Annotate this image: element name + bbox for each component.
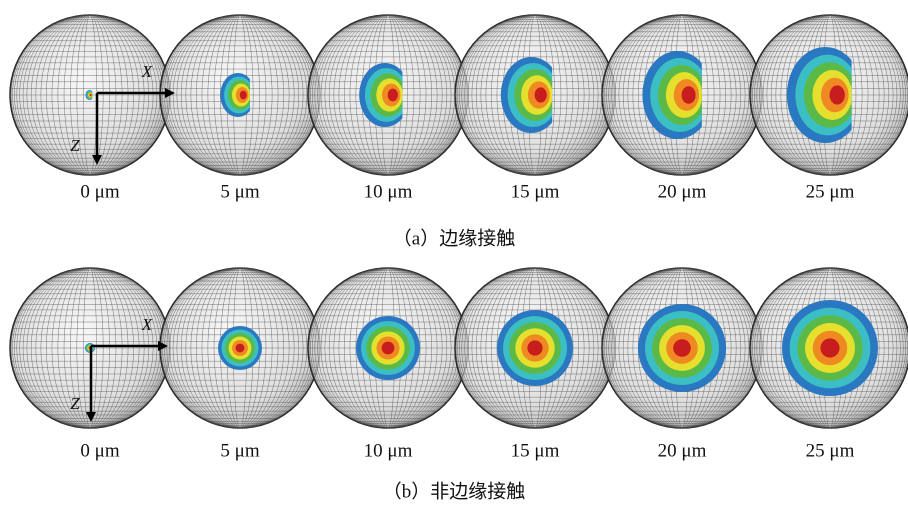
contact-patch	[218, 326, 262, 370]
patch-layer	[527, 340, 542, 355]
sphere: 10 μm	[308, 15, 468, 202]
sphere: 5 μm	[160, 15, 320, 202]
patch-layer	[388, 89, 398, 102]
depth-label: 0 μm	[80, 181, 119, 202]
depth-label: 5 μm	[220, 181, 259, 202]
sphere: 5 μm	[160, 268, 320, 461]
sphere: 25 μm	[750, 15, 908, 202]
depth-label: 25 μm	[806, 181, 855, 202]
patch-layer	[236, 344, 245, 353]
contact-patch	[638, 304, 726, 392]
patch-layer	[90, 94, 92, 96]
z-axis-label: Z	[70, 394, 80, 413]
contact-patch	[497, 310, 573, 386]
sphere: 25 μm	[750, 268, 908, 461]
x-axis-label: X	[141, 62, 153, 81]
patch-layer	[820, 338, 839, 357]
patch-layer	[830, 85, 845, 104]
sphere: 15 μm	[455, 268, 615, 461]
depth-label: 0 μm	[80, 440, 119, 461]
depth-label: 5 μm	[220, 440, 259, 461]
z-axis-label: Z	[70, 136, 80, 155]
sphere: 0 μm	[10, 15, 170, 202]
patch-layer	[682, 86, 696, 104]
sphere: 15 μm	[455, 15, 615, 202]
sphere: 20 μm	[602, 15, 762, 202]
depth-label: 15 μm	[511, 181, 560, 202]
caption: （a）边缘接触	[393, 227, 515, 249]
contact-patch	[356, 316, 420, 380]
depth-label: 10 μm	[364, 181, 413, 202]
caption: （b）非边缘接触	[383, 480, 526, 502]
depth-label: 20 μm	[658, 440, 707, 461]
depth-label: 20 μm	[658, 181, 707, 202]
patch-layer	[673, 339, 691, 357]
depth-label: 15 μm	[511, 440, 560, 461]
figure: 0 μm 5 μm 10 μm 15 μm 20 μm 25 μm 0 μm 5 μm 10 μ…	[0, 0, 908, 507]
contact-patch	[782, 300, 878, 396]
depth-label: 25 μm	[806, 440, 855, 461]
depth-label: 10 μm	[364, 440, 413, 461]
patch-layer	[382, 342, 395, 355]
x-axis-label: X	[141, 315, 153, 334]
sphere: 10 μm	[308, 268, 468, 461]
patch-layer	[535, 87, 547, 102]
patch-layer	[240, 91, 247, 100]
sphere: 20 μm	[602, 268, 762, 461]
